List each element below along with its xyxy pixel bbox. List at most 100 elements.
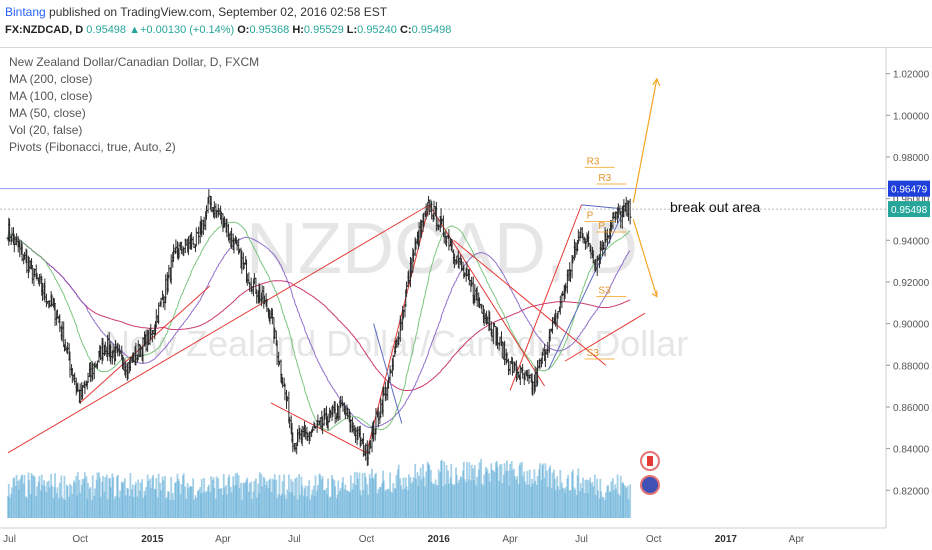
volume-bar	[43, 485, 46, 518]
price-tick-label: 0.82000	[893, 486, 930, 497]
open-label: O:	[237, 24, 250, 36]
volume-bar	[157, 473, 160, 518]
indicator-label[interactable]: MA (200, close)	[9, 72, 92, 86]
volume-bar	[531, 483, 534, 518]
volume-bar	[625, 487, 628, 518]
volume-bar	[519, 462, 522, 518]
arrow-head-icon	[651, 290, 658, 298]
volume-bar	[486, 468, 489, 518]
volume-bar	[94, 488, 96, 518]
horizontal-level-tag[interactable]	[888, 180, 930, 197]
volume-bar	[324, 489, 326, 518]
volume-bar	[203, 477, 206, 518]
published-text: published on TradingView.com, September …	[45, 5, 388, 19]
volume-bar	[13, 477, 16, 518]
indicator-label[interactable]: MA (50, close)	[9, 106, 86, 120]
volume-bar	[152, 474, 155, 518]
time-tick-label: Jul	[3, 534, 16, 545]
bearish-arrow[interactable]	[632, 219, 658, 297]
volume-bar	[251, 499, 253, 518]
volume-bar	[509, 464, 512, 518]
indicator-label[interactable]: MA (100, close)	[9, 89, 92, 103]
bullish-arrow[interactable]	[632, 78, 658, 203]
volume-bar	[102, 475, 104, 518]
volume-bar	[304, 485, 307, 518]
volume-bar	[379, 486, 382, 518]
volume-bar	[430, 482, 433, 518]
time-tick-label: Jul	[288, 534, 301, 545]
volume-bar	[369, 478, 372, 518]
trendline[interactable]	[7, 204, 430, 454]
price-chart[interactable]: NZDCAD, D New Zealand Dollar/Canadian Do…	[0, 48, 932, 550]
volume-bar	[263, 478, 266, 518]
volume-bar	[344, 484, 347, 518]
trendline[interactable]	[564, 312, 646, 362]
volume-bar	[66, 486, 69, 518]
volume-bar	[109, 487, 112, 518]
volume-bar	[499, 464, 501, 518]
volume-bar	[294, 478, 297, 518]
volume-bar	[375, 472, 377, 518]
price-tick-label: 0.84000	[893, 445, 930, 456]
trendline[interactable]	[453, 239, 607, 366]
volume-bar	[354, 484, 357, 518]
indicator-label[interactable]: Vol (20, false)	[9, 123, 82, 137]
volume-bar	[185, 498, 187, 518]
trendline[interactable]	[509, 204, 582, 391]
volume-bar	[258, 472, 261, 518]
volume-bar	[445, 465, 448, 518]
new-zealand-flag-icon[interactable]	[640, 475, 660, 495]
ma200-line	[7, 229, 631, 391]
volume-bar	[536, 476, 539, 518]
volume-bar	[31, 475, 34, 518]
indicator-label[interactable]: Pivots (Fibonacci, true, Auto, 2)	[9, 140, 176, 154]
time-tick-label: 2017	[715, 534, 738, 545]
volume-bar	[180, 484, 183, 518]
volume-bar	[496, 467, 499, 518]
volume-bar	[58, 482, 61, 518]
price-bar	[628, 198, 632, 225]
volume-bar	[367, 494, 370, 518]
volume-bar	[466, 462, 468, 518]
volume-bar	[238, 487, 241, 518]
volume-bar	[162, 480, 165, 518]
volume-bar	[352, 483, 355, 518]
author-link[interactable]: Bintang	[5, 5, 46, 19]
volume-bar	[298, 494, 301, 518]
volume-bar	[579, 482, 582, 518]
volume-bar	[534, 480, 537, 518]
volume-bar	[337, 480, 340, 518]
volume-bar	[564, 487, 567, 518]
pivot-label: S3	[587, 348, 600, 359]
trendline[interactable]	[270, 402, 367, 454]
event-flags[interactable]	[640, 451, 660, 495]
volume-bar	[346, 490, 349, 518]
volume-bar	[331, 478, 334, 518]
change-arrow-icon: ▲	[129, 24, 140, 36]
trendline[interactable]	[373, 323, 403, 424]
volume-bar	[79, 492, 82, 518]
last-price-tag[interactable]	[888, 201, 930, 218]
trendline[interactable]	[548, 208, 626, 370]
symbol-label[interactable]: FX:NZDCAD, D	[5, 24, 84, 36]
volume-bar	[223, 487, 226, 518]
volume-bar	[243, 483, 246, 518]
volume-bar	[476, 476, 479, 518]
price-tick-label: 0.94000	[893, 236, 930, 247]
volume-bar	[612, 490, 615, 518]
volume-bar	[218, 488, 220, 518]
volume-bar	[627, 499, 630, 518]
volume-bar	[236, 472, 238, 518]
volume-bar	[420, 479, 423, 518]
volume-bar	[71, 494, 74, 518]
volume-bar	[528, 469, 531, 518]
break-out-annotation[interactable]: break out area	[670, 199, 760, 215]
pivot-label: P	[587, 211, 594, 222]
volume-bar	[137, 479, 140, 518]
volume-bar	[309, 499, 311, 518]
indicator-label[interactable]: New Zealand Dollar/Canadian Dollar, D, F…	[9, 55, 259, 69]
volume-bar	[321, 476, 324, 518]
high-value: 0.95529	[303, 24, 344, 36]
volume-bar	[600, 491, 603, 518]
volume-bar	[443, 461, 446, 518]
